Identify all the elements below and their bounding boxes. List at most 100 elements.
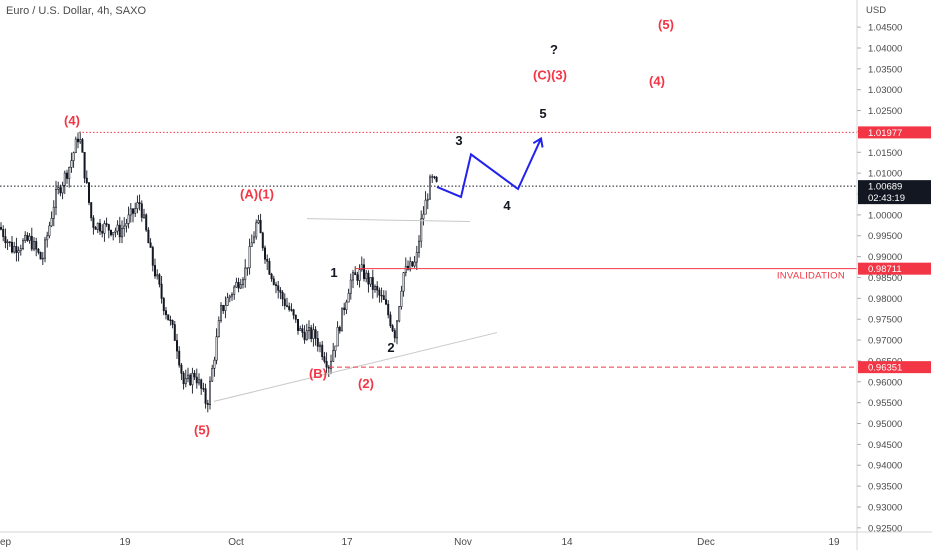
candle-body [428,176,431,200]
invalidation-label: INVALIDATION [777,271,845,282]
trend-line [306,218,471,223]
candle-body [112,232,115,236]
candle-body [162,298,165,312]
candle-body [189,374,192,386]
candle-body [136,202,139,209]
candle-body [272,278,275,285]
candle-body [129,208,132,216]
candle-body [123,225,126,229]
candle-body [310,327,313,339]
candle-body [378,289,381,296]
candle-body [395,320,398,339]
candle-body [70,160,73,168]
candle-body [17,250,20,253]
candle-body [211,368,214,382]
candle-body [81,139,84,153]
candle-body [235,281,238,288]
wave-label: (C)(3) [533,67,567,82]
y-tick-label: 1.03000 [868,85,902,96]
candle-body [165,310,168,316]
candle-body [362,264,365,280]
y-tick-label: 0.95500 [868,398,902,409]
candle-body [13,246,16,253]
candle-body [11,241,14,253]
candle-body [156,274,159,277]
candle-body [283,298,286,306]
candle-body [50,218,53,227]
candle-body [6,241,9,244]
candle-body [94,227,97,230]
candle-body [48,225,51,237]
candle-body [195,376,198,384]
y-tick-label: 1.04500 [868,23,902,34]
wave-label: (4) [649,74,665,89]
candle-body [217,320,220,338]
candle-body [224,305,227,311]
candle-body [19,248,22,251]
candle-body [356,274,359,281]
candle-body [39,252,42,260]
y-tick-label: 0.98000 [868,294,902,305]
candle-body [151,247,154,266]
candle-body [143,214,146,218]
candle-body [420,218,423,242]
candle-body [101,230,104,234]
candle-body [103,223,106,234]
candle-body [226,297,229,306]
candle-body [314,329,317,339]
candle-body [305,330,308,341]
candle-body [228,295,231,299]
chart-overlays: INVALIDATION (4) (A)(1) (5) (B) (2) 1 2 3 4 5? (C)(… [0,17,857,437]
candle-body [367,272,370,285]
candle-body [376,285,379,291]
candle-body [255,222,258,238]
wave-2-low-price-tag [858,361,931,374]
candle-body [184,378,187,385]
candle-body [158,274,161,285]
y-tick-label: 0.98500 [868,273,902,284]
candle-body [303,332,306,341]
wave-label: (2) [358,376,374,391]
wave-label: (5) [194,422,210,437]
wave-label: (B) [309,366,327,381]
candle-body [321,344,324,358]
candle-body [92,217,95,228]
currency-label: USD [866,5,886,16]
candle-body [334,345,337,351]
candle-body [244,267,247,281]
candle-body [398,306,401,322]
candle-body [37,248,40,253]
candle-body [96,222,99,230]
candle-body [360,264,363,270]
candle-body [263,247,266,260]
candle-body [253,236,256,244]
candle-body [83,151,86,179]
candle-body [68,167,71,179]
candle-body [288,306,291,310]
candle-body [182,372,185,385]
x-tick-label: 14 [561,537,573,548]
candle-body [292,309,295,316]
candle-body [406,265,409,270]
candle-body [231,294,234,297]
candle-body [202,388,205,390]
candle-body [424,199,427,215]
candle-body [15,246,18,253]
candle-body [336,326,339,347]
candle-body [21,240,24,249]
candle-body [338,326,341,332]
candle-body [349,279,352,294]
candle-body [145,214,148,231]
candle-body [118,224,121,238]
candle-body [176,340,179,352]
y-tick-label: 1.01000 [868,169,902,180]
candle-body [35,241,38,250]
wave-label: 5 [539,106,546,121]
candle-body [347,292,350,303]
candle-body [259,220,262,234]
projection-path [436,138,542,199]
candle-body [0,227,2,230]
wave-label: (4) [64,113,80,128]
wave-2-low-price-label: 0.96351 [868,363,902,374]
